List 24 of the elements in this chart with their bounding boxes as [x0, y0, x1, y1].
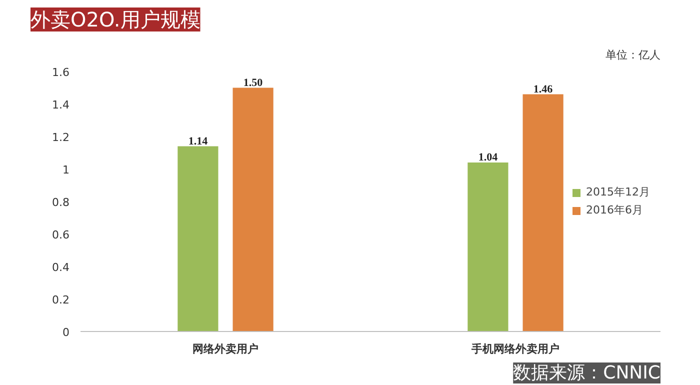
y-tick-label: 0.8	[52, 196, 70, 209]
y-tick-label: 1.2	[52, 131, 70, 144]
y-tick-label: 1.6	[52, 66, 70, 79]
data-label: 1.50	[243, 76, 264, 89]
x-tick-label: 网络外卖用户	[192, 342, 258, 356]
x-tick-label: 手机网络外卖用户	[470, 342, 560, 356]
y-tick-label: 0.4	[52, 261, 70, 274]
legend-label: 2015年12月	[586, 184, 650, 200]
data-label: 1.46	[533, 83, 554, 96]
bar	[468, 162, 508, 332]
y-tick-label: 0.6	[52, 228, 70, 242]
bar	[232, 88, 274, 332]
source-note: 数据来源：CNNIC	[513, 362, 660, 384]
text: 单位：亿人	[606, 48, 660, 62]
data-label: 1.04	[478, 152, 498, 164]
bar	[178, 146, 218, 332]
y-tick-label: 0.2	[52, 294, 70, 306]
legend-label: 2016年6月	[586, 202, 643, 218]
data-label: 1.14	[188, 135, 208, 148]
y-tick-label: 0	[62, 326, 70, 339]
bar	[522, 94, 564, 332]
y-tick-label: 1.4	[52, 98, 70, 112]
chart-title: 外卖O2O.用户规模	[30, 8, 200, 32]
y-tick-label: 1	[62, 164, 70, 176]
